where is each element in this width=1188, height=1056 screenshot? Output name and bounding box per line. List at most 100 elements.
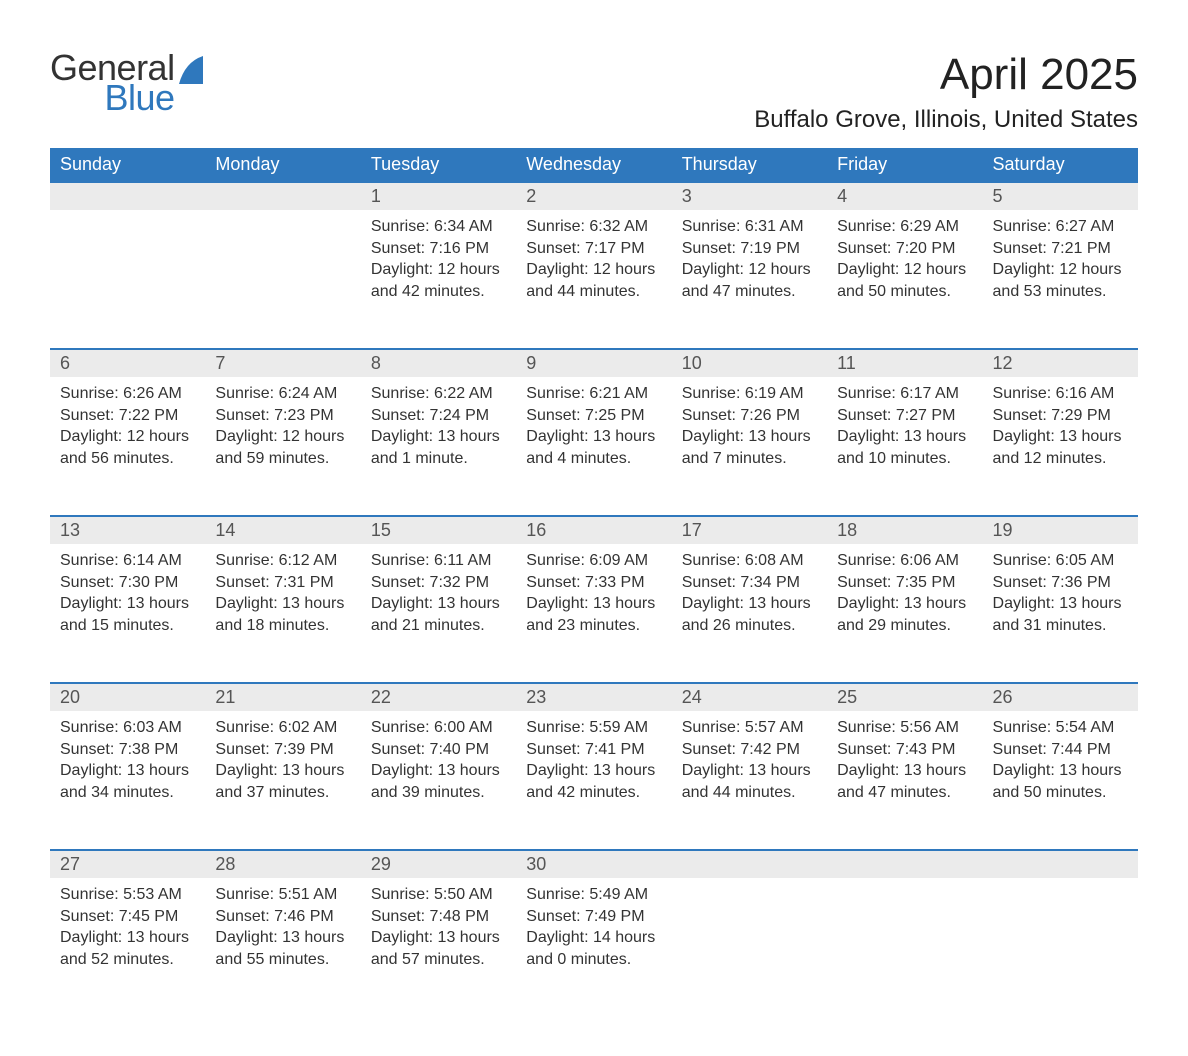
daylight-line: Daylight: 13 hours and 34 minutes. [60, 760, 195, 803]
sunset-line: Sunset: 7:19 PM [682, 238, 817, 260]
daylight-line: Daylight: 12 hours and 53 minutes. [993, 259, 1128, 302]
daylight-line: Daylight: 12 hours and 56 minutes. [60, 426, 195, 469]
day-cell [205, 210, 360, 348]
day-cell [983, 878, 1138, 1016]
sunrise-line: Sunrise: 6:14 AM [60, 550, 195, 572]
sunset-line: Sunset: 7:46 PM [215, 906, 350, 928]
sunrise-line: Sunrise: 5:49 AM [526, 884, 661, 906]
sunrise-line: Sunrise: 6:11 AM [371, 550, 506, 572]
sunset-line: Sunset: 7:44 PM [993, 739, 1128, 761]
daylight-line: Daylight: 13 hours and 39 minutes. [371, 760, 506, 803]
day-body: Sunrise: 6:24 AMSunset: 7:23 PMDaylight:… [205, 377, 360, 487]
sunset-line: Sunset: 7:24 PM [371, 405, 506, 427]
daylight-line: Daylight: 13 hours and 29 minutes. [837, 593, 972, 636]
sunrise-line: Sunrise: 5:50 AM [371, 884, 506, 906]
sunset-line: Sunset: 7:41 PM [526, 739, 661, 761]
day-cell: Sunrise: 6:16 AMSunset: 7:29 PMDaylight:… [983, 377, 1138, 515]
sunrise-line: Sunrise: 6:17 AM [837, 383, 972, 405]
daylight-line: Daylight: 13 hours and 44 minutes. [682, 760, 817, 803]
day-cell: Sunrise: 6:14 AMSunset: 7:30 PMDaylight:… [50, 544, 205, 682]
day-cell: Sunrise: 6:19 AMSunset: 7:26 PMDaylight:… [672, 377, 827, 515]
weekday-header: Friday [827, 148, 982, 181]
day-number: 16 [516, 515, 671, 544]
sunset-line: Sunset: 7:30 PM [60, 572, 195, 594]
sunset-line: Sunset: 7:38 PM [60, 739, 195, 761]
sunset-line: Sunset: 7:36 PM [993, 572, 1128, 594]
sunrise-line: Sunrise: 6:32 AM [526, 216, 661, 238]
day-cell: Sunrise: 5:59 AMSunset: 7:41 PMDaylight:… [516, 711, 671, 849]
day-body: Sunrise: 6:32 AMSunset: 7:17 PMDaylight:… [516, 210, 671, 320]
day-number: 4 [827, 181, 982, 210]
day-number: 26 [983, 682, 1138, 711]
daylight-line: Daylight: 12 hours and 42 minutes. [371, 259, 506, 302]
daylight-line: Daylight: 12 hours and 59 minutes. [215, 426, 350, 469]
sunset-line: Sunset: 7:43 PM [837, 739, 972, 761]
calendar-head: Sunday Monday Tuesday Wednesday Thursday… [50, 148, 1138, 181]
day-cell: Sunrise: 6:08 AMSunset: 7:34 PMDaylight:… [672, 544, 827, 682]
sunset-line: Sunset: 7:17 PM [526, 238, 661, 260]
sunrise-line: Sunrise: 6:09 AM [526, 550, 661, 572]
month-title: April 2025 [754, 50, 1138, 100]
day-body: Sunrise: 5:53 AMSunset: 7:45 PMDaylight:… [50, 878, 205, 988]
day-number [672, 849, 827, 878]
sunrise-line: Sunrise: 6:19 AM [682, 383, 817, 405]
day-cell: Sunrise: 6:22 AMSunset: 7:24 PMDaylight:… [361, 377, 516, 515]
sunset-line: Sunset: 7:32 PM [371, 572, 506, 594]
day-cell: Sunrise: 5:50 AMSunset: 7:48 PMDaylight:… [361, 878, 516, 1016]
day-body: Sunrise: 6:08 AMSunset: 7:34 PMDaylight:… [672, 544, 827, 654]
day-number: 18 [827, 515, 982, 544]
sunset-line: Sunset: 7:25 PM [526, 405, 661, 427]
sunrise-line: Sunrise: 6:29 AM [837, 216, 972, 238]
sunset-line: Sunset: 7:40 PM [371, 739, 506, 761]
day-body: Sunrise: 6:29 AMSunset: 7:20 PMDaylight:… [827, 210, 982, 320]
day-body: Sunrise: 5:57 AMSunset: 7:42 PMDaylight:… [672, 711, 827, 821]
daybody-row: Sunrise: 6:03 AMSunset: 7:38 PMDaylight:… [50, 711, 1138, 849]
day-number: 21 [205, 682, 360, 711]
day-body: Sunrise: 5:54 AMSunset: 7:44 PMDaylight:… [983, 711, 1138, 821]
daybody-row: Sunrise: 6:26 AMSunset: 7:22 PMDaylight:… [50, 377, 1138, 515]
calendar-body: 12345Sunrise: 6:34 AMSunset: 7:16 PMDayl… [50, 181, 1138, 1016]
sunset-line: Sunset: 7:31 PM [215, 572, 350, 594]
sunset-line: Sunset: 7:45 PM [60, 906, 195, 928]
sunrise-line: Sunrise: 5:57 AM [682, 717, 817, 739]
day-number: 5 [983, 181, 1138, 210]
daylight-line: Daylight: 13 hours and 52 minutes. [60, 927, 195, 970]
day-number: 17 [672, 515, 827, 544]
daylight-line: Daylight: 12 hours and 44 minutes. [526, 259, 661, 302]
daylight-line: Daylight: 13 hours and 37 minutes. [215, 760, 350, 803]
day-number: 19 [983, 515, 1138, 544]
sunrise-line: Sunrise: 6:22 AM [371, 383, 506, 405]
daynum-row: 20212223242526 [50, 682, 1138, 711]
daylight-line: Daylight: 13 hours and 15 minutes. [60, 593, 195, 636]
sunrise-line: Sunrise: 6:06 AM [837, 550, 972, 572]
day-number: 25 [827, 682, 982, 711]
day-cell: Sunrise: 6:00 AMSunset: 7:40 PMDaylight:… [361, 711, 516, 849]
daynum-row: 27282930 [50, 849, 1138, 878]
sunrise-line: Sunrise: 6:34 AM [371, 216, 506, 238]
sunrise-line: Sunrise: 6:03 AM [60, 717, 195, 739]
day-cell: Sunrise: 5:57 AMSunset: 7:42 PMDaylight:… [672, 711, 827, 849]
day-body: Sunrise: 6:12 AMSunset: 7:31 PMDaylight:… [205, 544, 360, 654]
day-cell [672, 878, 827, 1016]
sunset-line: Sunset: 7:33 PM [526, 572, 661, 594]
header-row: General Blue April 2025 Buffalo Grove, I… [50, 50, 1138, 148]
day-number: 10 [672, 348, 827, 377]
daylight-line: Daylight: 13 hours and 55 minutes. [215, 927, 350, 970]
sunrise-line: Sunrise: 6:24 AM [215, 383, 350, 405]
daylight-line: Daylight: 13 hours and 4 minutes. [526, 426, 661, 469]
brand-logo: General Blue [50, 50, 213, 116]
sunrise-line: Sunrise: 5:54 AM [993, 717, 1128, 739]
weekday-header: Wednesday [516, 148, 671, 181]
sunset-line: Sunset: 7:20 PM [837, 238, 972, 260]
sunset-line: Sunset: 7:21 PM [993, 238, 1128, 260]
day-body: Sunrise: 5:51 AMSunset: 7:46 PMDaylight:… [205, 878, 360, 988]
day-number: 14 [205, 515, 360, 544]
day-number: 13 [50, 515, 205, 544]
day-number: 6 [50, 348, 205, 377]
day-body: Sunrise: 6:05 AMSunset: 7:36 PMDaylight:… [983, 544, 1138, 654]
day-cell: Sunrise: 5:54 AMSunset: 7:44 PMDaylight:… [983, 711, 1138, 849]
daynum-row: 12345 [50, 181, 1138, 210]
daynum-row: 6789101112 [50, 348, 1138, 377]
daylight-line: Daylight: 12 hours and 50 minutes. [837, 259, 972, 302]
day-body: Sunrise: 6:27 AMSunset: 7:21 PMDaylight:… [983, 210, 1138, 320]
